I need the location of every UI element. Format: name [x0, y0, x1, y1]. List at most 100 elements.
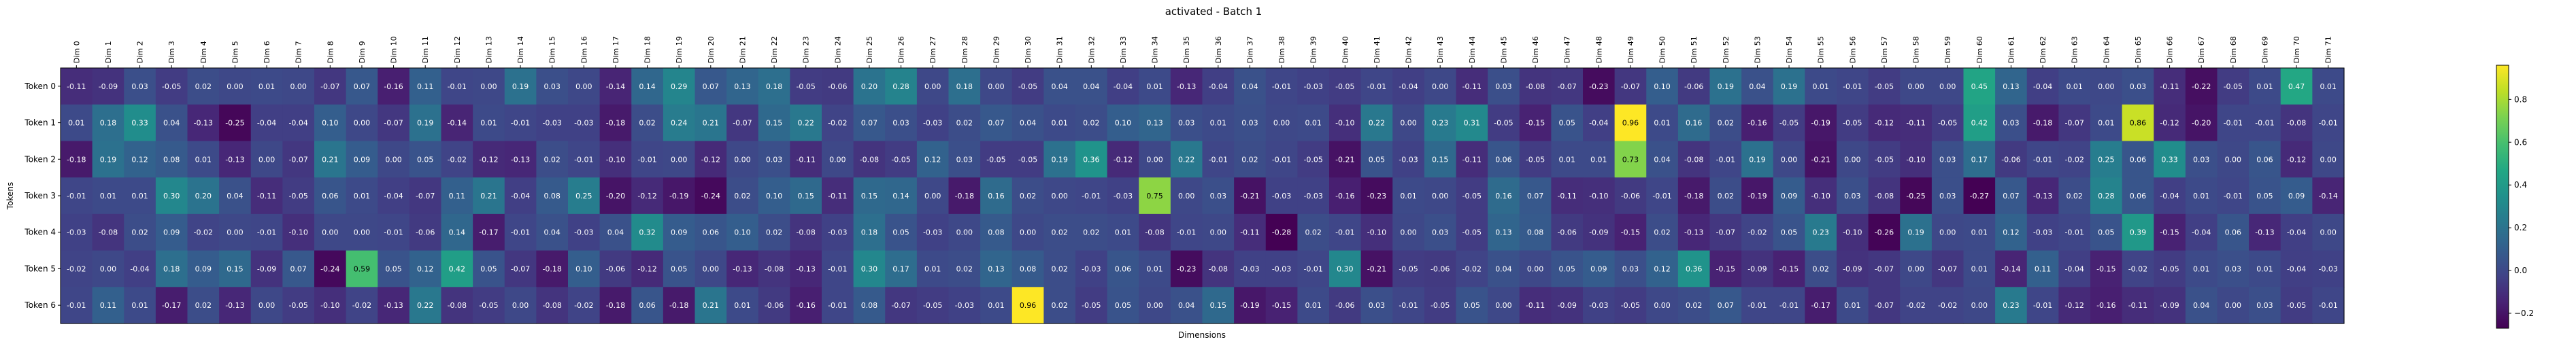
cell-value-label: -0.11 [1240, 228, 1259, 237]
cell-value-label: -0.01 [1303, 264, 1322, 273]
heatmap-cell [1202, 68, 1235, 105]
cell-value-label: 0.03 [1210, 192, 1227, 200]
heatmap-cell [2249, 177, 2281, 215]
heatmap-cell [378, 177, 410, 215]
x-tick-label: Dim 13 [484, 36, 493, 63]
cell-value-label: 0.03 [2193, 155, 2210, 164]
cell-value-label: 0.10 [766, 192, 783, 200]
heatmap-cell [568, 104, 601, 142]
cell-value-label: -0.01 [1082, 192, 1101, 200]
cell-value-label: -0.17 [162, 301, 181, 310]
x-tick-label: Dim 43 [1436, 36, 1445, 63]
x-tick-label: Dim 44 [1468, 36, 1477, 63]
cell-value-label: -0.14 [2001, 264, 2020, 273]
heatmap-cell [92, 250, 124, 287]
cell-value-label: 0.04 [1749, 82, 1766, 91]
cell-value-label: 0.10 [575, 264, 592, 273]
cell-value-label: 0.15 [766, 119, 783, 128]
heatmap-cell [1551, 287, 1584, 324]
heatmap-cell [124, 213, 156, 251]
heatmap-cell [948, 68, 981, 105]
cell-value-label: -0.12 [637, 264, 656, 273]
x-tick-label: Dim 49 [1626, 36, 1635, 63]
cell-value-label: -0.11 [1526, 301, 1545, 310]
heatmap-cell [2280, 287, 2313, 324]
cell-value-label: 0.04 [543, 228, 561, 237]
cell-value-label: 0.00 [956, 228, 973, 237]
cell-value-label: -0.06 [1431, 264, 1450, 273]
heatmap-cell [695, 68, 727, 105]
cell-value-label: 0.86 [2130, 119, 2147, 128]
cell-value-label: 0.04 [1083, 82, 1100, 91]
heatmap-cell [1677, 141, 1711, 178]
x-tick-label: Dim 57 [1880, 36, 1889, 63]
cell-value-label: -0.08 [796, 228, 815, 237]
heatmap-cell [790, 68, 822, 105]
heatmap-cell [1392, 104, 1425, 142]
heatmap-cell [1773, 104, 1805, 142]
heatmap-cell [1519, 104, 1552, 142]
cell-value-label: 0.06 [2225, 228, 2242, 237]
cell-value-label: 0.00 [1907, 82, 1924, 91]
cell-value-label: -0.03 [1114, 192, 1133, 200]
heatmap-cell [980, 213, 1013, 251]
cell-value-label: 0.02 [1051, 301, 1068, 310]
cell-value-label: -0.04 [130, 264, 149, 273]
cell-value-label: -0.18 [2033, 119, 2052, 128]
heatmap-cell [853, 213, 886, 251]
heatmap-cell [219, 287, 252, 324]
heatmap-cell [1646, 141, 1679, 178]
x-tick-label: Dim 17 [612, 36, 620, 63]
cell-value-label: 0.04 [1178, 301, 1195, 310]
cell-value-label: -0.01 [1716, 155, 1735, 164]
cell-value-label: 0.01 [131, 192, 148, 200]
heatmap-cell [61, 141, 93, 178]
cell-value-label: 0.11 [2035, 264, 2052, 273]
x-tick-label: Dim 42 [1405, 36, 1414, 63]
cell-value-label: 0.10 [734, 228, 751, 237]
heatmap-cell [1900, 287, 1933, 324]
heatmap-cell [1741, 141, 1774, 178]
cell-value-label: 0.08 [163, 155, 180, 164]
cell-value-label: -0.26 [1875, 228, 1894, 237]
cell-value-label: 0.00 [354, 228, 371, 237]
heatmap-cell [1043, 104, 1076, 142]
cell-value-label: 0.05 [2256, 192, 2273, 200]
heatmap-cell [948, 141, 981, 178]
heatmap-cell [2058, 250, 2091, 287]
cell-value-label: 0.04 [1495, 264, 1512, 273]
heatmap-cell [1139, 213, 1171, 251]
heatmap-cell [2280, 68, 2313, 105]
cell-value-label: -0.08 [2287, 119, 2306, 128]
heatmap-cell [885, 141, 918, 178]
heatmap-cell [1931, 213, 1964, 251]
cell-value-label: 0.01 [2193, 192, 2210, 200]
cell-value-label: 0.14 [639, 82, 656, 91]
heatmap-cell [92, 287, 124, 324]
cell-value-label: -0.08 [99, 228, 118, 237]
cell-value-label: 0.02 [1083, 119, 1100, 128]
heatmap-cell [1868, 287, 1901, 324]
cell-value-label: 0.00 [1020, 228, 1037, 237]
heatmap-cell [853, 68, 886, 105]
heatmap-cell [1107, 177, 1139, 215]
cell-value-label: 0.00 [1400, 228, 1417, 237]
heatmap-cell [2312, 68, 2345, 105]
y-tick-label: Token 6 [24, 300, 56, 310]
cell-value-label: -0.02 [1747, 228, 1767, 237]
heatmap-cell [187, 177, 220, 215]
heatmap-cell [1519, 213, 1552, 251]
x-tick-label: Dim 21 [738, 36, 747, 63]
heatmap-cell [1709, 68, 1742, 105]
cell-value-label: -0.13 [796, 264, 815, 273]
heatmap-cell [1677, 177, 1711, 215]
cell-value-label: 0.03 [1939, 155, 1956, 164]
cell-value-label: 0.13 [1146, 119, 1163, 128]
x-tick-label: Dim 48 [1594, 36, 1603, 63]
heatmap-cell [1963, 177, 1996, 215]
cell-value-label: 0.25 [575, 192, 592, 200]
heatmap-cell [2185, 68, 2218, 105]
heatmap-cell [631, 177, 664, 215]
cell-value-label: -0.05 [1462, 192, 1482, 200]
cell-value-label: 0.03 [1939, 192, 1956, 200]
